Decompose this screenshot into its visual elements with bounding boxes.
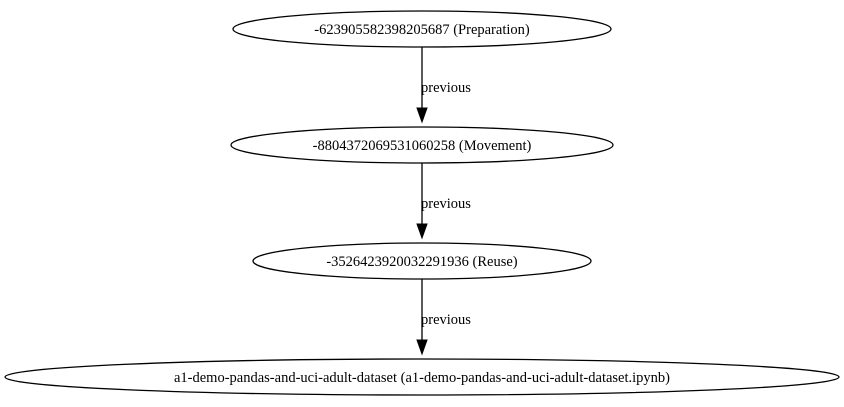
node-shape [4, 358, 840, 396]
edge-label: previous [421, 196, 471, 212]
node-movement[interactable]: -8804372069531060258 (Movement) [230, 126, 614, 164]
arrowhead-icon [416, 107, 428, 124]
edge-label: previous [421, 312, 471, 328]
edge-label: previous [421, 80, 471, 96]
edge-previous-1: previous [416, 47, 471, 124]
node-label: -3526423920032291936 (Reuse) [326, 254, 517, 270]
node-notebook[interactable]: a1-demo-pandas-and-uci-adult-dataset (a1… [4, 358, 840, 396]
edge-previous-2: previous [416, 163, 471, 240]
node-label: a1-demo-pandas-and-uci-adult-dataset (a1… [174, 370, 670, 386]
arrowhead-icon [416, 223, 428, 240]
edge-previous-3: previous [416, 279, 471, 356]
node-label: -623905582398205687 (Preparation) [314, 22, 530, 38]
node-label: -8804372069531060258 (Movement) [313, 138, 532, 154]
node-preparation[interactable]: -623905582398205687 (Preparation) [232, 10, 612, 48]
arrowhead-icon [416, 339, 428, 356]
node-reuse[interactable]: -3526423920032291936 (Reuse) [252, 242, 592, 280]
